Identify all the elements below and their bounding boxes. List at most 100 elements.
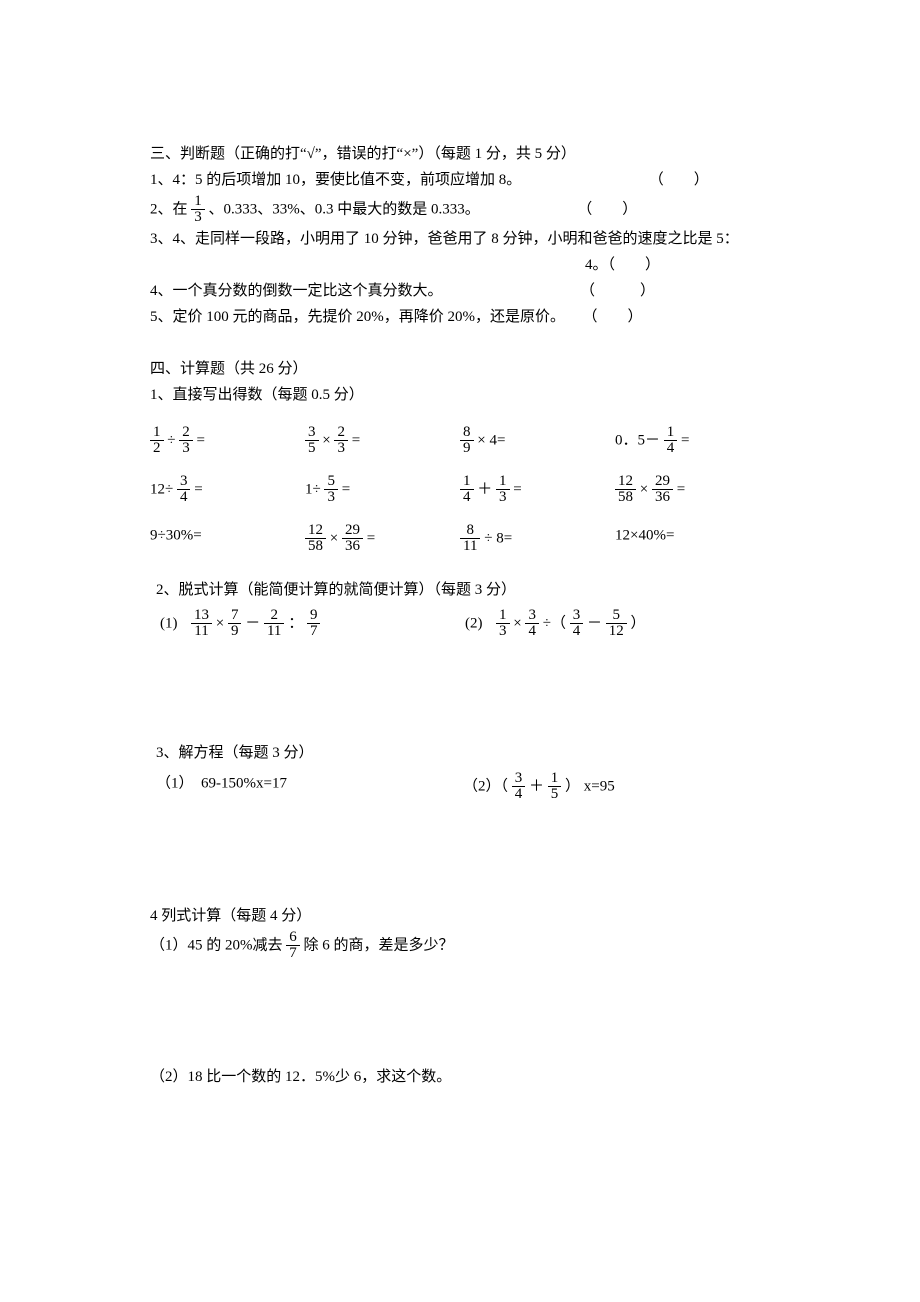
- op: ×: [330, 531, 338, 547]
- q3-1-blank[interactable]: （ ）: [649, 172, 709, 188]
- eq: =: [196, 433, 204, 449]
- d: 9: [228, 624, 242, 639]
- d: 9: [460, 441, 474, 456]
- d: 3: [496, 490, 510, 505]
- d: 58: [305, 539, 326, 554]
- t: 12×40%=: [615, 528, 674, 544]
- close: ）: [630, 616, 645, 632]
- lbl: (1): [160, 616, 178, 632]
- frac-1-3: 1 3: [191, 194, 205, 225]
- eqn-1: （1） 69-150%x=17: [150, 771, 463, 802]
- t: 4=: [489, 433, 505, 449]
- d: 4: [177, 490, 191, 505]
- n: 1: [150, 425, 164, 441]
- n: 29: [342, 523, 363, 539]
- calc-row-3: 9÷30%= 1258 × 2936 = 811 ÷ 8= 12×40%=: [150, 523, 770, 554]
- d: 2: [150, 441, 164, 456]
- d: 5: [305, 441, 319, 456]
- d: 3: [324, 490, 338, 505]
- section-4-title: 四、计算题（共 26 分）: [150, 357, 770, 381]
- eq: =: [194, 482, 202, 498]
- d: 7: [307, 624, 321, 639]
- section-3-title: 三、判断题（正确的打“√”，错误的打“×”）（每题 1 分，共 5 分）: [150, 142, 770, 166]
- n: 5: [324, 474, 338, 490]
- calc-row-1: 12 ÷ 23 = 35 × 23 = 89 × 4= 0．5－ 14 =: [150, 425, 770, 456]
- pre: 0．5－: [615, 433, 660, 449]
- expr-row: (1) 1311 × 79 － 211 ： 97 (2) 13 × 34 ÷（ …: [150, 608, 770, 639]
- r2c1: 12÷ 34 =: [150, 474, 305, 505]
- n: 9: [307, 608, 321, 624]
- n: 2: [264, 608, 284, 624]
- op: ：: [288, 616, 303, 632]
- eqn-2: （2）（ 34 ＋ 15 ） x=95: [463, 771, 770, 802]
- pre: 12÷: [150, 482, 173, 498]
- op: ×: [513, 616, 521, 632]
- d: 7: [286, 946, 300, 961]
- s4-p2: 2、脱式计算（能简便计算的就简便计算）（每题 3 分）: [150, 578, 770, 602]
- plus: ＋: [529, 779, 544, 795]
- r2c3: 14 ＋ 13 =: [460, 474, 615, 505]
- word-2: （2）18 比一个数的 12．5%少 6，求这个数。: [150, 1065, 770, 1089]
- lbl: (2): [465, 616, 483, 632]
- frac-num: 1: [191, 194, 205, 210]
- n: 1: [664, 425, 678, 441]
- q3-5-blank[interactable]: （ ）: [583, 309, 643, 325]
- q3-4-blank[interactable]: （ ）: [580, 283, 655, 299]
- q3-3a: 3、4、走同样一段路，小明用了 10 分钟，爸爸用了 8 分钟，小明和爸爸的速度…: [150, 227, 770, 251]
- minus: －: [587, 616, 602, 632]
- n: 1: [548, 771, 562, 787]
- r2c4: 1258 × 2936 =: [615, 474, 770, 505]
- d: 4: [460, 490, 474, 505]
- n: 13: [191, 608, 212, 624]
- s4-p4: 4 列式计算（每题 4 分）: [150, 904, 770, 928]
- op: ×: [322, 433, 330, 449]
- div: ÷（: [543, 616, 566, 632]
- expr-2: (2) 13 × 34 ÷（ 34 － 512 ）: [465, 608, 770, 639]
- q3-2-blank[interactable]: （ ）: [577, 202, 637, 218]
- d: 3: [496, 624, 510, 639]
- q3-5: 5、定价 100 元的商品，先提价 20%，再降价 20%，还是原价。 （ ）: [150, 305, 770, 329]
- eq: =: [681, 433, 689, 449]
- d: 4: [570, 624, 584, 639]
- n: 1: [460, 474, 474, 490]
- eq2-pre: （2）（: [463, 779, 508, 795]
- d: 3: [334, 441, 348, 456]
- r1c4: 0．5－ 14 =: [615, 425, 770, 456]
- d: 5: [548, 787, 562, 802]
- op: ÷: [167, 433, 175, 449]
- q3-4-text: 4、一个真分数的倒数一定比这个真分数大。: [150, 283, 443, 299]
- d: 12: [606, 624, 627, 639]
- q3-1-text: 1、4：5 的后项增加 10，要使比值不变，前项应增加 8。: [150, 172, 521, 188]
- q3-2-pre: 2、在: [150, 202, 188, 218]
- frac-den: 3: [191, 210, 205, 225]
- n: 3: [512, 771, 526, 787]
- d: 11: [191, 624, 212, 639]
- eq: =: [352, 433, 360, 449]
- q3-1: 1、4：5 的后项增加 10，要使比值不变，前项应增加 8。 （ ）: [150, 168, 770, 192]
- n: 3: [305, 425, 319, 441]
- n: 12: [615, 474, 636, 490]
- n: 5: [606, 608, 627, 624]
- eq: =: [677, 482, 685, 498]
- pre: 1÷: [305, 482, 321, 498]
- n: 1: [496, 474, 510, 490]
- r3c1: 9÷30%=: [150, 523, 305, 554]
- q3-3b-text[interactable]: 4。（ ）: [585, 257, 660, 273]
- w1-post: 除 6 的商，差是多少？: [304, 938, 454, 954]
- eq2-post: ） x=95: [565, 779, 615, 795]
- n: 3: [570, 608, 584, 624]
- n: 29: [652, 474, 673, 490]
- d: 11: [460, 539, 480, 554]
- n: 12: [305, 523, 326, 539]
- n: 7: [228, 608, 242, 624]
- n: 3: [177, 474, 191, 490]
- op: ×: [216, 616, 224, 632]
- op: ×: [640, 482, 648, 498]
- expr-1: (1) 1311 × 79 － 211 ： 97: [150, 608, 465, 639]
- q3-2: 2、在 1 3 、0.333、33%、0.3 中最大的数是 0.333。 （ ）: [150, 194, 770, 225]
- r2c2: 1÷ 53 =: [305, 474, 460, 505]
- s4-p3: 3、解方程（每题 3 分）: [150, 741, 770, 765]
- r1c3: 89 × 4=: [460, 425, 615, 456]
- eq1-text: （1） 69-150%x=17: [156, 776, 287, 792]
- n: 2: [179, 425, 193, 441]
